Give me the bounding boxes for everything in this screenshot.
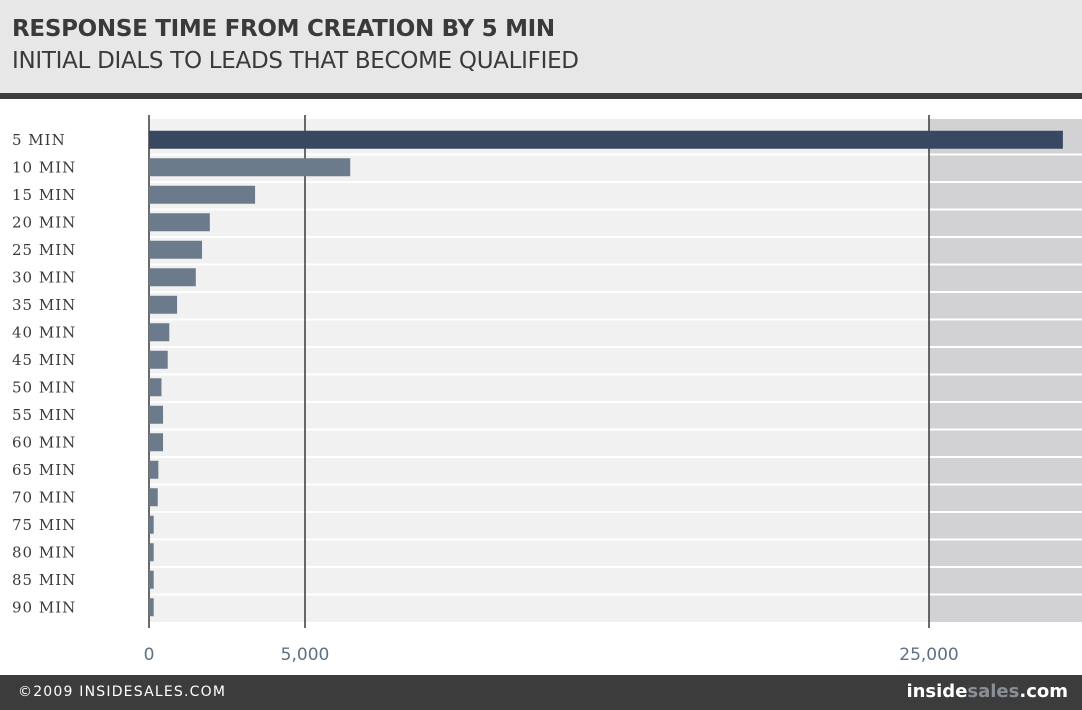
row-separator	[149, 538, 1082, 541]
x-tick-label: 0	[144, 645, 155, 665]
category-label: 70 MIN	[12, 488, 76, 506]
bar-25-min	[149, 240, 203, 259]
row-separator	[149, 318, 1082, 321]
category-label: 30 MIN	[12, 268, 76, 286]
logo-part-inside: inside	[906, 681, 968, 702]
row-separator	[149, 401, 1082, 403]
x-tick-label: 25,000	[899, 645, 958, 665]
row-separator	[149, 566, 1082, 568]
footer-bar: ©2009 INSIDESALES.COM insidesales.com	[0, 675, 1082, 710]
category-label: 25 MIN	[12, 241, 76, 259]
row-separator	[149, 483, 1082, 486]
bar-50-min	[149, 378, 162, 397]
logo-part-sales: sales	[967, 681, 1020, 702]
row-separator	[149, 511, 1082, 513]
bar-20-min	[149, 213, 210, 232]
bar-10-min	[149, 158, 351, 177]
chart-header: RESPONSE TIME FROM CREATION BY 5 MIN INI…	[0, 0, 1082, 93]
category-label: 65 MIN	[12, 461, 76, 479]
row-separator	[149, 153, 1082, 156]
bar-35-min	[149, 295, 178, 314]
row-separator	[149, 346, 1082, 348]
bar-chart: 5 MIN 10 MIN 15 MIN 20 MIN 25 MIN 30 MIN 35 MI…	[12, 115, 1082, 665]
logo-part-com: .com	[1019, 681, 1068, 702]
bar-80-min	[149, 543, 154, 562]
bar-40-min	[149, 323, 170, 342]
category-label: 15 MIN	[12, 186, 76, 204]
category-label: 35 MIN	[12, 296, 76, 314]
bar-70-min	[149, 488, 158, 507]
x-tick-label: 5,000	[281, 645, 330, 665]
category-label: 10 MIN	[12, 158, 76, 176]
bar-60-min	[149, 433, 164, 452]
category-label: 45 MIN	[12, 351, 76, 369]
category-label: 85 MIN	[12, 571, 76, 589]
chart-subtitle: INITIAL DIALS TO LEADS THAT BECOME QUALI…	[12, 48, 579, 74]
bar-55-min	[149, 405, 164, 424]
row-separator	[149, 428, 1082, 431]
category-label: 50 MIN	[12, 378, 76, 396]
copyright-text: ©2009 INSIDESALES.COM	[18, 684, 227, 700]
row-separator	[149, 456, 1082, 458]
insidesales-logo: insidesales.com	[906, 681, 1068, 702]
row-separator	[149, 593, 1082, 596]
plot-background	[149, 119, 929, 622]
category-label: 55 MIN	[12, 406, 76, 424]
bar-85-min	[149, 570, 154, 589]
category-label: 75 MIN	[12, 516, 76, 534]
category-label: 40 MIN	[12, 323, 76, 341]
row-separator	[149, 208, 1082, 211]
bar-5-min	[149, 130, 1063, 149]
category-label: 60 MIN	[12, 433, 76, 451]
row-separator	[149, 236, 1082, 238]
bar-75-min	[149, 515, 154, 534]
row-separator	[149, 373, 1082, 376]
header-divider	[0, 93, 1082, 99]
bar-30-min	[149, 268, 196, 287]
category-label: 20 MIN	[12, 213, 76, 231]
chart-title: RESPONSE TIME FROM CREATION BY 5 MIN	[12, 16, 555, 42]
row-separator	[149, 263, 1082, 266]
axis-break-region	[929, 119, 1082, 622]
bar-45-min	[149, 350, 168, 369]
bar-15-min	[149, 185, 256, 204]
bar-90-min	[149, 598, 154, 617]
category-label: 90 MIN	[12, 598, 76, 616]
row-separator	[149, 291, 1082, 293]
category-label: 5 MIN	[12, 131, 66, 149]
row-separator	[149, 181, 1082, 183]
category-label: 80 MIN	[12, 543, 76, 561]
bar-65-min	[149, 460, 159, 479]
